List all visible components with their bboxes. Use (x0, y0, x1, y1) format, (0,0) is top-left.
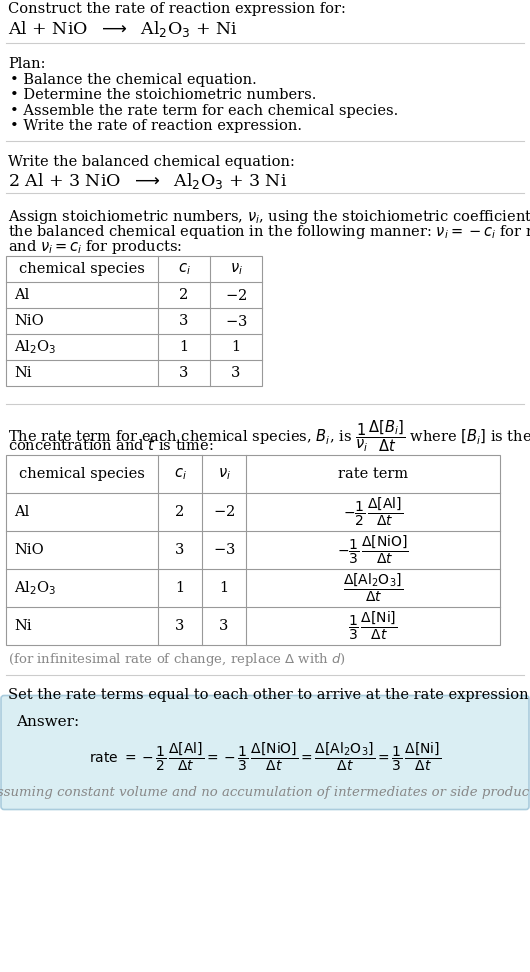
Text: Assign stoichiometric numbers, $\nu_i$, using the stoichiometric coefficients, $: Assign stoichiometric numbers, $\nu_i$, … (8, 207, 530, 226)
Bar (6, 455, 500, 645)
Text: 1: 1 (175, 581, 184, 595)
FancyBboxPatch shape (1, 696, 529, 810)
Text: $-$3: $-$3 (213, 542, 235, 558)
Text: rate $= -\dfrac{1}{2}\,\dfrac{\Delta[\mathrm{Al}]}{\Delta t} = -\dfrac{1}{3}\,\d: rate $= -\dfrac{1}{2}\,\dfrac{\Delta[\ma… (89, 741, 441, 773)
Text: rate term: rate term (338, 467, 408, 481)
Text: • Write the rate of reaction expression.: • Write the rate of reaction expression. (10, 120, 302, 133)
Text: chemical species: chemical species (19, 467, 145, 481)
Text: $-$3: $-$3 (225, 314, 248, 329)
Text: $\nu_i$: $\nu_i$ (217, 467, 231, 482)
Text: $-$2: $-$2 (225, 288, 247, 302)
Text: Answer:: Answer: (16, 714, 80, 728)
Text: • Determine the stoichiometric numbers.: • Determine the stoichiometric numbers. (10, 88, 316, 102)
Text: 3: 3 (231, 366, 241, 380)
Text: Ni: Ni (14, 366, 32, 380)
Text: The rate term for each chemical species, $B_i$, is $\dfrac{1}{\nu_i}\dfrac{\Delt: The rate term for each chemical species,… (8, 418, 530, 454)
Text: Write the balanced chemical equation:: Write the balanced chemical equation: (8, 155, 295, 169)
Text: concentration and $t$ is time:: concentration and $t$ is time: (8, 437, 214, 454)
Text: Al: Al (14, 288, 29, 302)
Text: 3: 3 (219, 619, 228, 633)
Text: the balanced chemical equation in the following manner: $\nu_i = -c_i$ for react: the balanced chemical equation in the fo… (8, 223, 530, 241)
Text: • Assemble the rate term for each chemical species.: • Assemble the rate term for each chemic… (10, 104, 398, 118)
Text: NiO: NiO (14, 543, 44, 557)
Text: $-\dfrac{1}{2}\,\dfrac{\Delta[\mathrm{Al}]}{\Delta t}$: $-\dfrac{1}{2}\,\dfrac{\Delta[\mathrm{Al… (343, 496, 403, 528)
Text: • Balance the chemical equation.: • Balance the chemical equation. (10, 73, 257, 87)
Text: $\nu_i$: $\nu_i$ (229, 261, 243, 277)
Text: 2: 2 (175, 505, 184, 519)
Bar (6, 256, 262, 386)
Text: Ni: Ni (14, 619, 32, 633)
Text: $\dfrac{1}{3}\,\dfrac{\Delta[\mathrm{Ni}]}{\Delta t}$: $\dfrac{1}{3}\,\dfrac{\Delta[\mathrm{Ni}… (348, 609, 398, 642)
Text: $c_i$: $c_i$ (178, 261, 190, 277)
Text: Al + NiO  $\longrightarrow$  Al$_2$O$_3$ + Ni: Al + NiO $\longrightarrow$ Al$_2$O$_3$ +… (8, 19, 237, 40)
Text: Al$_2$O$_3$: Al$_2$O$_3$ (14, 338, 56, 356)
Text: 3: 3 (179, 366, 189, 380)
Text: and $\nu_i = c_i$ for products:: and $\nu_i = c_i$ for products: (8, 238, 182, 257)
Text: (for infinitesimal rate of change, replace $\Delta$ with $d$): (for infinitesimal rate of change, repla… (8, 651, 346, 668)
Text: Set the rate terms equal to each other to arrive at the rate expression:: Set the rate terms equal to each other t… (8, 688, 530, 703)
Text: 1: 1 (219, 581, 228, 595)
Text: Al: Al (14, 505, 29, 519)
Text: $-\dfrac{1}{3}\,\dfrac{\Delta[\mathrm{NiO}]}{\Delta t}$: $-\dfrac{1}{3}\,\dfrac{\Delta[\mathrm{Ni… (337, 534, 409, 566)
Text: 3: 3 (175, 543, 184, 557)
Text: $-$2: $-$2 (213, 504, 235, 519)
Text: NiO: NiO (14, 314, 44, 328)
Text: 3: 3 (175, 619, 184, 633)
Text: 2 Al + 3 NiO  $\longrightarrow$  Al$_2$O$_3$ + 3 Ni: 2 Al + 3 NiO $\longrightarrow$ Al$_2$O$_… (8, 171, 287, 191)
Text: (assuming constant volume and no accumulation of intermediates or side products): (assuming constant volume and no accumul… (0, 786, 530, 799)
Text: 1: 1 (232, 340, 241, 354)
Text: Plan:: Plan: (8, 57, 46, 72)
Text: 2: 2 (179, 288, 189, 302)
Text: $\dfrac{\Delta[\mathrm{Al_2O_3}]}{\Delta t}$: $\dfrac{\Delta[\mathrm{Al_2O_3}]}{\Delta… (343, 572, 403, 605)
Text: Construct the rate of reaction expression for:: Construct the rate of reaction expressio… (8, 2, 346, 16)
Text: 1: 1 (180, 340, 189, 354)
Text: chemical species: chemical species (19, 262, 145, 276)
Text: $c_i$: $c_i$ (174, 467, 187, 482)
Text: Al$_2$O$_3$: Al$_2$O$_3$ (14, 579, 56, 597)
Text: 3: 3 (179, 314, 189, 328)
